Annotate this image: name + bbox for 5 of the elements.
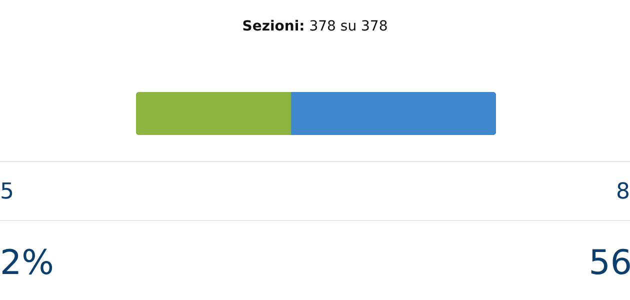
chart-title: Sezioni: 378 su 378: [242, 18, 388, 35]
text: 8: [616, 180, 630, 205]
text: 2%: [0, 242, 54, 283]
text: 5: [0, 180, 14, 205]
text: 56: [588, 242, 630, 283]
